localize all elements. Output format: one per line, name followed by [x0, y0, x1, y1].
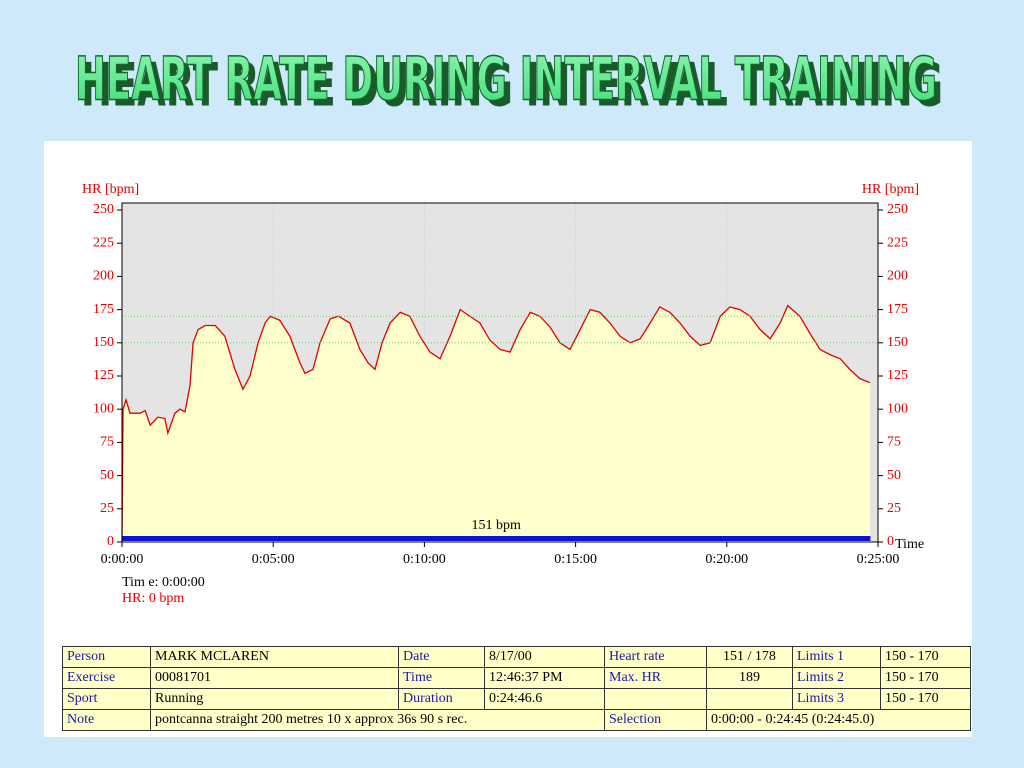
y-tick-label: 75 — [100, 435, 114, 450]
y-tick-label: 200 — [93, 269, 114, 284]
y2-tick-label: 250 — [887, 202, 908, 217]
cell: Max. HR — [604, 667, 707, 689]
table-row: Sport Running Duration 0:24:46.6 Limits … — [62, 688, 971, 710]
y-tick-label: 125 — [93, 368, 114, 383]
chart-title: HEART RATE DURING INTERVAL TRAINING — [75, 45, 937, 115]
y2-axis-label: HR [bpm] — [862, 182, 919, 197]
cell: Limits 1 — [792, 646, 881, 668]
cell: Limits 3 — [792, 688, 881, 710]
cell: Sport — [62, 688, 151, 710]
y-tick-label: 100 — [93, 401, 114, 416]
info-table: Person MARK MCLAREN Date 8/17/00 Heart r… — [62, 646, 971, 731]
cell: Selection — [604, 709, 707, 731]
empty-cell — [604, 688, 707, 710]
cell: Duration — [398, 688, 485, 710]
plot-frame — [121, 202, 879, 543]
cell: MARK MCLAREN — [150, 646, 399, 668]
y-tick-label: 150 — [93, 335, 114, 350]
y-tick-label: 175 — [93, 302, 114, 317]
empty-cell — [706, 688, 793, 710]
title-shadow: HEART RATE DURING INTERVAL TRAINING — [81, 51, 943, 121]
y2-tick-label: 0 — [887, 534, 894, 549]
cell: 150 - 170 — [880, 667, 971, 689]
y-axis-label: HR [bpm] — [82, 182, 139, 197]
cell: 00081701 — [150, 667, 399, 689]
plot: 151 bpm 0 25 50 75 100 125 150 175 200 225 250 0 25 50… — [93, 202, 908, 567]
cell: Date — [398, 646, 485, 668]
cell: 8/17/00 — [484, 646, 605, 668]
area — [122, 305, 870, 542]
cursor-hr: HR: 0 bpm — [122, 591, 184, 606]
cell: 0:00:00 - 0:24:45 (0:24:45.0) — [706, 709, 971, 731]
y2-tick-label: 150 — [887, 335, 908, 350]
cell: 150 - 170 — [880, 646, 971, 668]
x-tick-label: 0:10:00 — [403, 552, 446, 567]
cell: Exercise — [62, 667, 151, 689]
cell: Time — [398, 667, 485, 689]
y2-tick-label: 50 — [887, 468, 901, 483]
x-axis-label: Time — [895, 537, 924, 552]
y-tick-label: 225 — [93, 235, 114, 250]
y2-tick-label: 75 — [887, 435, 901, 450]
y-tick-label: 50 — [100, 468, 114, 483]
x-tick-label: 0:05:00 — [252, 552, 295, 567]
x-tick-label: 0:25:00 — [857, 552, 900, 567]
cursor-time: Tim e: 0:00:00 — [122, 575, 205, 590]
y-tick-label: 25 — [100, 501, 114, 516]
y2-tick-label: 25 — [887, 501, 901, 516]
x-tick-label: 0:00:00 — [101, 552, 144, 567]
y2-tick-label: 100 — [887, 401, 908, 416]
line — [121, 304, 871, 543]
y-tick-label: 250 — [93, 202, 114, 217]
x-tick-label: 0:15:00 — [554, 552, 597, 567]
table-row: Person MARK MCLAREN Date 8/17/00 Heart r… — [62, 646, 971, 668]
table-row: Note pontcanna straight 200 metres 10 x … — [62, 709, 971, 731]
y2-tick-label: 200 — [887, 269, 908, 284]
cell: Note — [62, 709, 151, 731]
cell: 12:46:37 PM — [484, 667, 605, 689]
cell: 150 - 170 — [880, 688, 971, 710]
cell: pontcanna straight 200 metres 10 x appro… — [150, 709, 605, 731]
selection-label: 151 bpm — [472, 518, 522, 533]
cell: Running — [150, 688, 399, 710]
x-tick-label: 0:20:00 — [705, 552, 748, 567]
cell: 151 / 178 — [706, 646, 793, 668]
y2-tick-label: 175 — [887, 302, 908, 317]
table-row: Exercise 00081701 Time 12:46:37 PM Max. … — [62, 667, 971, 689]
cell: 189 — [706, 667, 793, 689]
y2-tick-label: 225 — [887, 235, 908, 250]
cell: 0:24:46.6 — [484, 688, 605, 710]
cell: Person — [62, 646, 151, 668]
y2-tick-label: 125 — [887, 368, 908, 383]
y-tick-label: 0 — [107, 534, 114, 549]
selection-bar — [122, 536, 871, 541]
cell: Heart rate — [604, 646, 707, 668]
cell: Limits 2 — [792, 667, 881, 689]
